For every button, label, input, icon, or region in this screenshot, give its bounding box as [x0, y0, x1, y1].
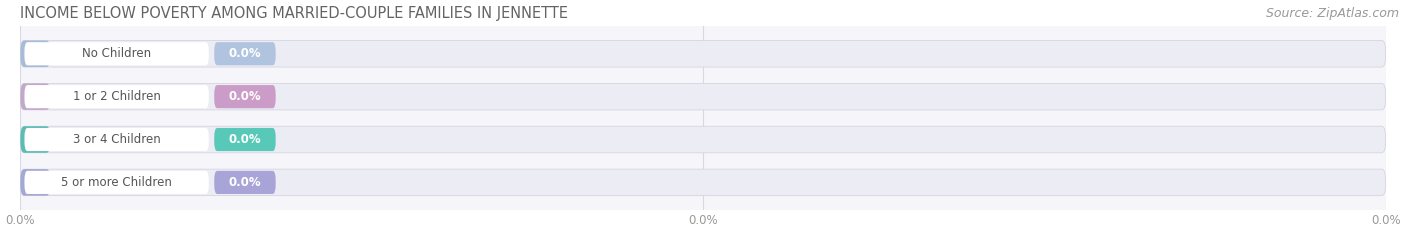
FancyBboxPatch shape	[20, 41, 51, 67]
Text: 0.0%: 0.0%	[229, 133, 262, 146]
FancyBboxPatch shape	[214, 128, 276, 151]
FancyBboxPatch shape	[20, 41, 1386, 67]
FancyBboxPatch shape	[20, 83, 51, 110]
FancyBboxPatch shape	[20, 83, 1386, 110]
FancyBboxPatch shape	[214, 171, 276, 194]
FancyBboxPatch shape	[20, 126, 1386, 153]
Text: 3 or 4 Children: 3 or 4 Children	[73, 133, 160, 146]
Text: INCOME BELOW POVERTY AMONG MARRIED-COUPLE FAMILIES IN JENNETTE: INCOME BELOW POVERTY AMONG MARRIED-COUPL…	[20, 6, 568, 21]
FancyBboxPatch shape	[214, 42, 276, 65]
FancyBboxPatch shape	[24, 171, 208, 194]
Text: 0.0%: 0.0%	[229, 47, 262, 60]
Text: 5 or more Children: 5 or more Children	[62, 176, 172, 189]
Text: 0.0%: 0.0%	[229, 90, 262, 103]
FancyBboxPatch shape	[214, 85, 276, 108]
FancyBboxPatch shape	[24, 128, 208, 151]
Text: 0.0%: 0.0%	[229, 176, 262, 189]
FancyBboxPatch shape	[24, 85, 208, 108]
Text: Source: ZipAtlas.com: Source: ZipAtlas.com	[1265, 7, 1399, 20]
FancyBboxPatch shape	[20, 126, 51, 153]
Text: No Children: No Children	[82, 47, 152, 60]
Text: 1 or 2 Children: 1 or 2 Children	[73, 90, 160, 103]
FancyBboxPatch shape	[20, 169, 1386, 196]
FancyBboxPatch shape	[24, 42, 208, 65]
FancyBboxPatch shape	[20, 169, 51, 196]
